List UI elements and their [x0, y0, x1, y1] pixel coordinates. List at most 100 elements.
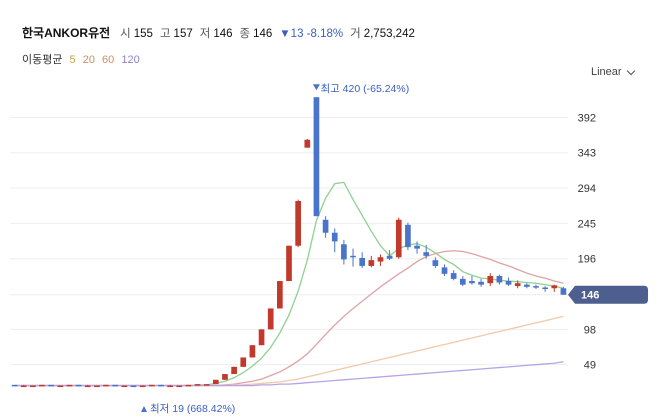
candle-body [359, 257, 366, 266]
candle-body [20, 385, 27, 388]
candle-body [167, 385, 173, 388]
y-tick-label: 196 [578, 254, 596, 266]
candlesticks [11, 97, 567, 388]
ma20-legend: 20 [82, 54, 95, 66]
last-price-label: 146 [581, 290, 599, 302]
change-text: ▼13 -8.18% [279, 28, 344, 40]
candle-body [75, 384, 82, 387]
volume-value: 2,753,242 [363, 28, 415, 40]
candle-body [258, 329, 265, 346]
candle-body [560, 288, 567, 295]
candle-body [368, 260, 375, 266]
candle-body [524, 284, 530, 287]
candle-body [267, 308, 274, 330]
candle-body [514, 283, 521, 287]
ma-legend-title: 이동평균 [22, 54, 63, 66]
candle-body [478, 281, 484, 285]
candle-body [322, 219, 329, 233]
max-marker-icon [312, 84, 320, 91]
open-label: 시 [120, 28, 131, 40]
candle-body [295, 201, 301, 246]
candle-body [203, 384, 210, 386]
moving-average-legend[interactable]: 이동평균 5 20 60 120 [22, 51, 140, 67]
candle-body [542, 287, 548, 290]
candle-body [350, 255, 356, 258]
candle-body [386, 255, 393, 259]
grid-lines [10, 116, 568, 366]
candle-body [377, 257, 384, 262]
candle-body [222, 374, 228, 380]
candle-body [94, 385, 100, 388]
candle-body [57, 385, 64, 388]
candle-body [313, 97, 320, 217]
y-tick-label: 98 [584, 324, 596, 336]
low-label: 저 [199, 28, 211, 40]
candle-body [103, 384, 109, 387]
last-price-badge-shape [568, 285, 648, 304]
annotations: 최고 420 (-65.24%) 최저 19 (668.42%) [141, 83, 409, 415]
candle-body [212, 379, 219, 385]
candle-body [11, 384, 18, 387]
stock-name: 한국ANKOR유전 [22, 26, 111, 40]
y-axis-ticks: 49 98 146 196 245 294 343 392 [578, 112, 596, 371]
candle-body [39, 384, 45, 387]
candle-body [84, 385, 91, 388]
low-value: 146 [213, 28, 233, 40]
min-price-annotation: 최저 19 (668.42%) [150, 403, 235, 415]
candle-body [139, 385, 146, 388]
candle-body [341, 244, 347, 260]
y-tick-label: 49 [584, 360, 596, 372]
candle-body [304, 139, 311, 148]
candle-body [176, 385, 183, 388]
candle-body [249, 345, 256, 358]
close-value: 146 [253, 28, 273, 40]
candle-body [432, 260, 439, 266]
high-label: 고 [159, 28, 171, 40]
candle-body [277, 281, 283, 309]
volume-label: 거 [350, 28, 361, 40]
ma60-legend: 60 [102, 54, 115, 66]
last-price-badge: 146 [568, 285, 648, 304]
scale-dropdown[interactable]: Linear [591, 66, 635, 78]
ma-line-120 [14, 361, 564, 387]
candle-body [194, 384, 201, 386]
candle-body [148, 384, 155, 387]
candle-body [395, 219, 402, 258]
candle-body [450, 273, 457, 279]
candle-body [505, 281, 512, 285]
candle-body [231, 366, 237, 375]
y-tick-label: 245 [578, 218, 596, 230]
y-tick-label: 294 [578, 183, 596, 195]
candle-body [533, 286, 539, 288]
candle-body [414, 245, 420, 249]
candle-body [112, 384, 119, 387]
scale-dropdown-value: Linear [591, 66, 622, 78]
candle-body [441, 267, 448, 274]
candle-body [487, 276, 494, 284]
candle-body [130, 385, 137, 388]
candle-body [48, 384, 54, 387]
close-label: 종 [239, 28, 251, 40]
y-tick-label: 343 [578, 148, 596, 160]
max-price-annotation: 최고 420 (-65.24%) [320, 83, 409, 95]
min-marker-icon [141, 406, 147, 412]
y-tick-label: 392 [578, 112, 596, 124]
candle-body [496, 276, 503, 283]
candle-body [158, 384, 164, 387]
candle-body [286, 245, 292, 282]
candle-body [30, 385, 36, 388]
candle-body [405, 224, 411, 248]
candle-body [551, 285, 558, 289]
open-value: 155 [133, 28, 153, 40]
candle-body [423, 252, 430, 256]
candle-body [185, 384, 192, 387]
high-value: 157 [173, 28, 193, 40]
candle-body [331, 232, 338, 242]
ma5-legend: 5 [69, 54, 76, 66]
candle-body [66, 384, 73, 387]
quote-header: 한국ANKOR유전 시 155 고 157 저 146 종 146 ▼13 -8… [22, 24, 422, 42]
candle-body [240, 357, 247, 367]
candle-body [121, 385, 128, 388]
candle-body [459, 278, 466, 285]
